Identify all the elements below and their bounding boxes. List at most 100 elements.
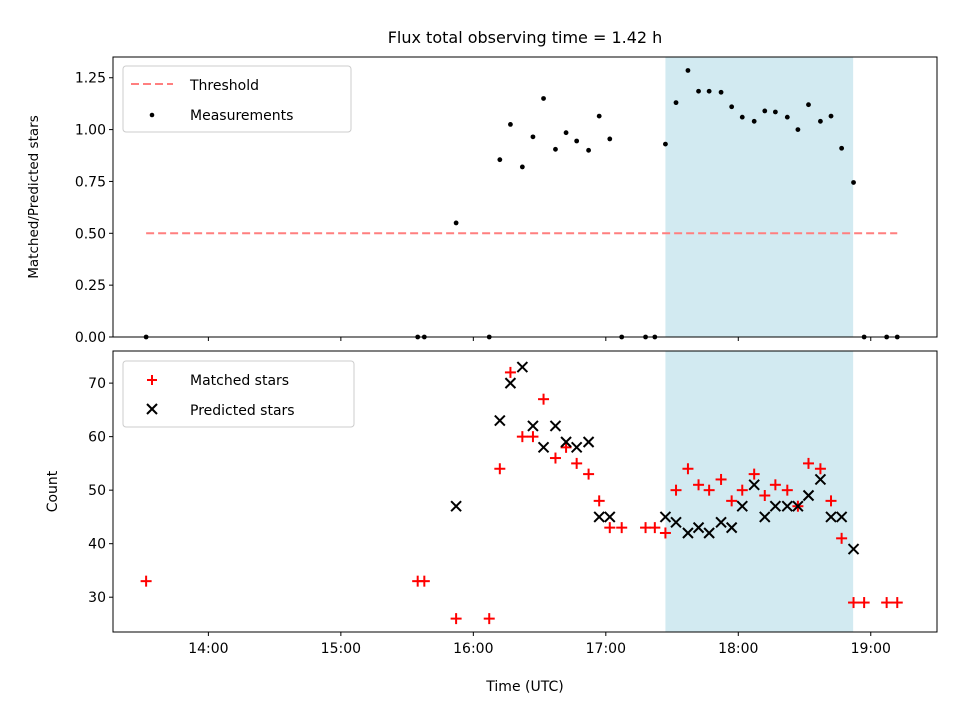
- measurement-point: [828, 113, 834, 119]
- measurement-point: [706, 88, 712, 94]
- bottom-y-axis-label: Count: [45, 470, 61, 512]
- matched-star-point: [836, 532, 848, 544]
- measurement-point: [541, 96, 546, 101]
- predicted-star-point: [692, 521, 705, 534]
- matched-star-point: [571, 457, 583, 469]
- predicted-star-point: [659, 511, 672, 523]
- matched-star-point: [736, 484, 748, 496]
- bottom-x-tick-label: 16:00: [453, 641, 493, 657]
- measurement-point: [607, 136, 613, 142]
- predicted-star-point: [570, 441, 583, 454]
- top-y-tick-label: 0.75: [75, 174, 106, 190]
- measurement-point: [762, 108, 768, 114]
- predicted-star-point: [847, 543, 860, 555]
- top-y-tick-label: 0.50: [75, 226, 106, 242]
- measurement-point: [519, 164, 525, 170]
- predicted-star-point: [835, 511, 848, 523]
- bottom-y-ticks: 30 40 50 60 70: [88, 376, 113, 606]
- x-axis-label: Time (UTC): [485, 679, 563, 695]
- matched-star-point: [693, 479, 705, 491]
- bottom-x-tick-label: 14:00: [188, 641, 228, 657]
- matched-star-point: [881, 597, 893, 609]
- predicted-star-point: [504, 377, 517, 389]
- measurement-point: [806, 102, 811, 108]
- matched-star-point: [715, 473, 727, 485]
- measurement-point: [784, 114, 790, 120]
- measurement-point: [596, 113, 602, 119]
- top-y-axis-label: Matched/Predicted stars: [26, 115, 42, 278]
- legend-measurements-label: Measurements: [190, 108, 293, 124]
- predicted-star-point: [814, 473, 827, 486]
- matched-star-point: [549, 452, 561, 464]
- matched-star-point: [516, 431, 528, 443]
- top-y-tick-label: 0.00: [75, 330, 106, 346]
- matched-star-point: [848, 597, 860, 609]
- top-plot-frame: [112, 56, 938, 338]
- measurement-point: [553, 146, 558, 152]
- bottom-plot-frame: [112, 350, 938, 633]
- matched-star-point: [450, 613, 462, 625]
- measurement-point: [751, 118, 757, 124]
- matched-star-point: [560, 441, 572, 453]
- bottom-x-ticks: 14:00 15:00 16:00 17:00 18:00 19:00: [188, 632, 891, 657]
- predicted-star-point: [825, 511, 837, 523]
- matched-star-point: [858, 597, 870, 609]
- matched-star-point: [593, 495, 605, 507]
- predicted-star-point: [769, 500, 782, 512]
- legend-predicted-label: Predicted stars: [190, 403, 295, 419]
- predicted-star-point: [604, 511, 616, 523]
- predicted-star-point: [725, 521, 738, 534]
- measurement-point: [497, 157, 503, 163]
- matched-star-point: [418, 575, 430, 587]
- top-y-tick-label: 0.25: [75, 278, 106, 294]
- bottom-y-tick-label: 70: [88, 376, 106, 392]
- predicted-star-point: [781, 500, 794, 512]
- matched-star-point: [670, 484, 682, 496]
- measurement-point: [839, 145, 845, 151]
- bottom-x-tick-label: 18:00: [718, 641, 758, 657]
- observing-window-shade-bottom: [665, 351, 854, 632]
- matched-star-point: [604, 522, 616, 534]
- bottom-y-tick-label: 40: [88, 537, 106, 553]
- observing-window-shade: [665, 57, 854, 337]
- measurement-point: [574, 138, 580, 144]
- matched-star-point: [659, 527, 671, 539]
- matched-star-point: [494, 463, 506, 475]
- measurement-point: [685, 68, 691, 73]
- top-y-tick-label: 1.00: [75, 123, 106, 139]
- predicted-star-point: [736, 500, 748, 512]
- bottom-y-tick-label: 50: [88, 483, 106, 499]
- legend-measurements-swatch: [149, 112, 155, 118]
- matched-star-point: [682, 463, 694, 475]
- legend-threshold-label: Threshold: [189, 78, 259, 94]
- measurement-point: [772, 109, 778, 115]
- predicted-star-point: [759, 511, 771, 523]
- top-y-tick-label: 1.25: [75, 71, 106, 87]
- predicted-star-point: [450, 500, 462, 512]
- matched-star-point: [583, 468, 595, 480]
- predicted-star-point: [715, 516, 727, 528]
- predicted-star-point: [802, 489, 815, 502]
- bottom-y-tick-label: 30: [88, 590, 106, 606]
- top-legend: Threshold Measurements: [122, 65, 352, 133]
- measurement-point: [851, 180, 856, 185]
- count-panel: 14:00 15:00 16:00 17:00 18:00 19:00 30 40 50 60 7…: [45, 350, 938, 695]
- matched-star-point: [538, 393, 550, 405]
- matched-star-point: [616, 522, 628, 534]
- bottom-x-tick-label: 19:00: [851, 641, 891, 657]
- measurement-point: [453, 220, 459, 226]
- predicted-stars-points: [450, 361, 860, 555]
- measurement-point: [673, 100, 679, 106]
- predicted-star-point: [494, 414, 506, 427]
- predicted-star-point: [516, 361, 529, 373]
- bottom-x-tick-label: 17:00: [586, 641, 626, 657]
- predicted-star-point: [670, 516, 682, 528]
- predicted-star-point: [549, 420, 562, 432]
- matched-star-point: [825, 495, 837, 507]
- bottom-y-tick-label: 60: [88, 430, 106, 446]
- measurement-point: [696, 88, 701, 94]
- predicted-star-point: [593, 511, 605, 523]
- matched-star-point: [703, 484, 715, 496]
- measurement-point: [563, 130, 569, 136]
